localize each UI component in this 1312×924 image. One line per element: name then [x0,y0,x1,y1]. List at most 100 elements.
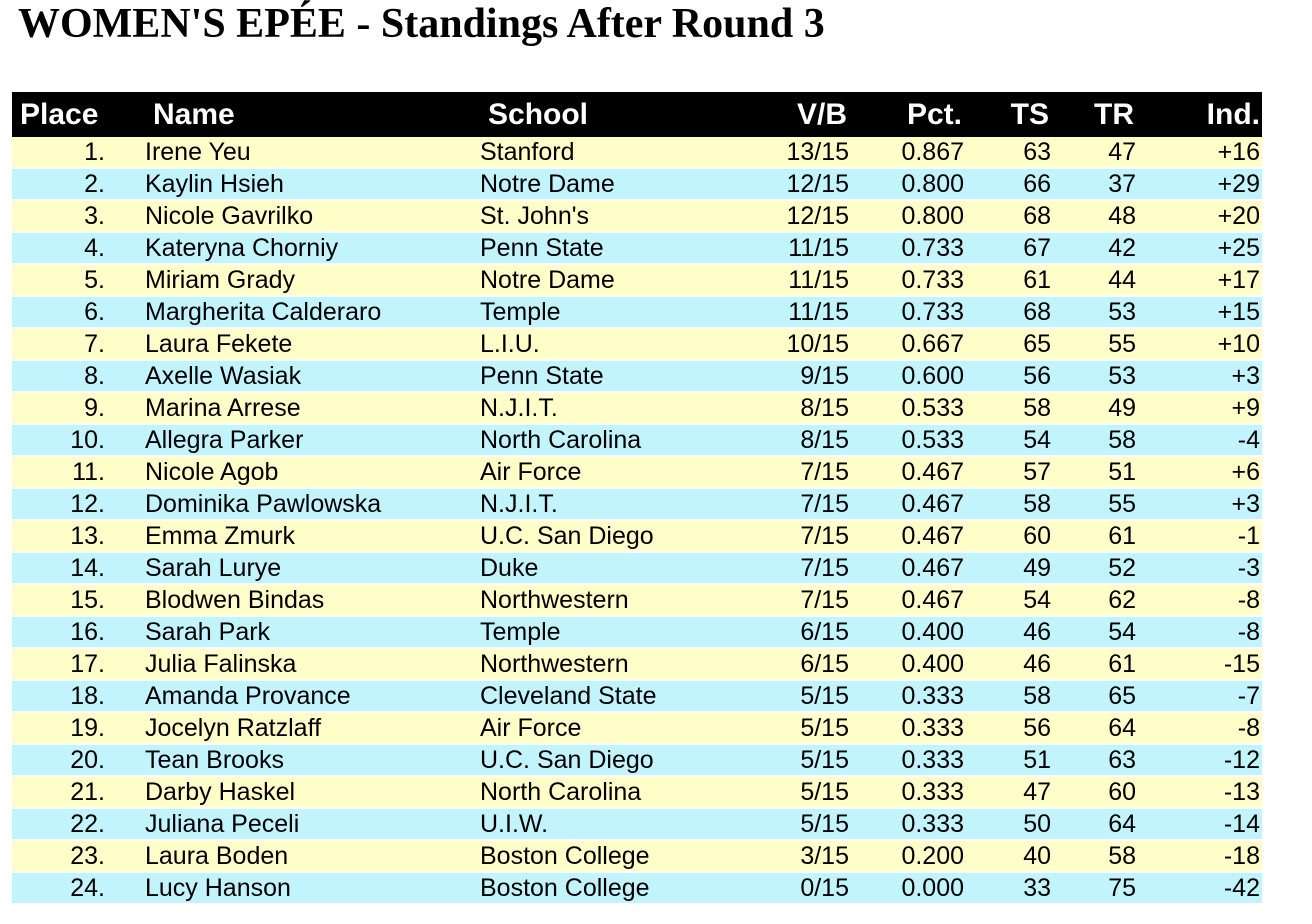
cell-school: Boston College [480,873,712,905]
cell-pct: 0.333 [849,777,964,809]
cell-tr: 42 [1051,233,1136,265]
cell-school: L.I.U. [480,329,712,361]
cell-place: 4. [12,233,145,265]
table-row: 24. Lucy Hanson Boston College 0/15 0.00… [12,873,1262,905]
cell-ind: -13 [1136,777,1262,809]
cell-school: Temple [480,297,712,329]
cell-ind: -3 [1136,553,1262,585]
cell-name: Sarah Park [145,617,480,649]
column-header-tr: TR [1051,92,1136,137]
cell-ts: 40 [964,841,1051,873]
cell-place: 5. [12,265,145,297]
cell-ind: +29 [1136,169,1262,201]
cell-vb: 5/15 [712,681,849,713]
cell-name: Emma Zmurk [145,521,480,553]
cell-ind: +15 [1136,297,1262,329]
cell-name: Jocelyn Ratzlaff [145,713,480,745]
cell-place: 15. [12,585,145,617]
cell-vb: 5/15 [712,713,849,745]
cell-pct: 0.333 [849,745,964,777]
cell-pct: 0.800 [849,169,964,201]
cell-place: 1. [12,137,145,169]
cell-school: Penn State [480,361,712,393]
cell-tr: 55 [1051,489,1136,521]
cell-place: 16. [12,617,145,649]
table-row: 4. Kateryna Chorniy Penn State 11/15 0.7… [12,233,1262,265]
cell-ind: -14 [1136,809,1262,841]
cell-tr: 37 [1051,169,1136,201]
table-row: 16. Sarah Park Temple 6/15 0.400 46 54 -… [12,617,1262,649]
cell-ts: 56 [964,361,1051,393]
cell-vb: 8/15 [712,425,849,457]
cell-name: Lucy Hanson [145,873,480,905]
cell-pct: 0.467 [849,521,964,553]
cell-place: 10. [12,425,145,457]
table-row: 20. Tean Brooks U.C. San Diego 5/15 0.33… [12,745,1262,777]
cell-vb: 6/15 [712,649,849,681]
cell-place: 23. [12,841,145,873]
table-row: 5. Miriam Grady Notre Dame 11/15 0.733 6… [12,265,1262,297]
cell-tr: 49 [1051,393,1136,425]
table-row: 10. Allegra Parker North Carolina 8/15 0… [12,425,1262,457]
cell-school: Temple [480,617,712,649]
cell-school: North Carolina [480,425,712,457]
cell-ind: +16 [1136,137,1262,169]
cell-vb: 9/15 [712,361,849,393]
cell-ind: +3 [1136,361,1262,393]
cell-name: Julia Falinska [145,649,480,681]
cell-tr: 58 [1051,841,1136,873]
cell-ts: 58 [964,489,1051,521]
cell-school: Cleveland State [480,681,712,713]
cell-tr: 75 [1051,873,1136,905]
cell-vb: 13/15 [712,137,849,169]
cell-place: 7. [12,329,145,361]
cell-vb: 5/15 [712,777,849,809]
cell-ind: +10 [1136,329,1262,361]
cell-pct: 0.000 [849,873,964,905]
column-header-pct: Pct. [849,92,964,137]
cell-name: Nicole Gavrilko [145,201,480,233]
cell-pct: 0.467 [849,489,964,521]
cell-name: Darby Haskel [145,777,480,809]
table-row: 9. Marina Arrese N.J.I.T. 8/15 0.533 58 … [12,393,1262,425]
cell-school: Duke [480,553,712,585]
cell-school: N.J.I.T. [480,489,712,521]
cell-ind: +20 [1136,201,1262,233]
standings-header: Place Name School V/B Pct. TS TR Ind. [12,92,1262,137]
cell-vb: 3/15 [712,841,849,873]
cell-name: Amanda Provance [145,681,480,713]
cell-ts: 58 [964,681,1051,713]
cell-place: 8. [12,361,145,393]
cell-ts: 54 [964,585,1051,617]
cell-vb: 10/15 [712,329,849,361]
cell-pct: 0.333 [849,713,964,745]
cell-school: Northwestern [480,649,712,681]
cell-name: Marina Arrese [145,393,480,425]
table-row: 1. Irene Yeu Stanford 13/15 0.867 63 47 … [12,137,1262,169]
cell-ind: -18 [1136,841,1262,873]
column-header-vb: V/B [712,92,849,137]
cell-tr: 53 [1051,297,1136,329]
cell-name: Laura Fekete [145,329,480,361]
cell-ind: -15 [1136,649,1262,681]
cell-ind: -7 [1136,681,1262,713]
table-row: 13. Emma Zmurk U.C. San Diego 7/15 0.467… [12,521,1262,553]
cell-ts: 57 [964,457,1051,489]
cell-ts: 49 [964,553,1051,585]
cell-school: Stanford [480,137,712,169]
cell-tr: 53 [1051,361,1136,393]
cell-vb: 5/15 [712,745,849,777]
standings-tbody: 1. Irene Yeu Stanford 13/15 0.867 63 47 … [12,137,1262,905]
cell-place: 21. [12,777,145,809]
cell-pct: 0.200 [849,841,964,873]
cell-place: 19. [12,713,145,745]
table-row: 22. Juliana Peceli U.I.W. 5/15 0.333 50 … [12,809,1262,841]
cell-ts: 46 [964,649,1051,681]
cell-ts: 50 [964,809,1051,841]
cell-pct: 0.733 [849,265,964,297]
cell-vb: 7/15 [712,585,849,617]
cell-pct: 0.467 [849,585,964,617]
table-row: 15. Blodwen Bindas Northwestern 7/15 0.4… [12,585,1262,617]
table-row: 11. Nicole Agob Air Force 7/15 0.467 57 … [12,457,1262,489]
